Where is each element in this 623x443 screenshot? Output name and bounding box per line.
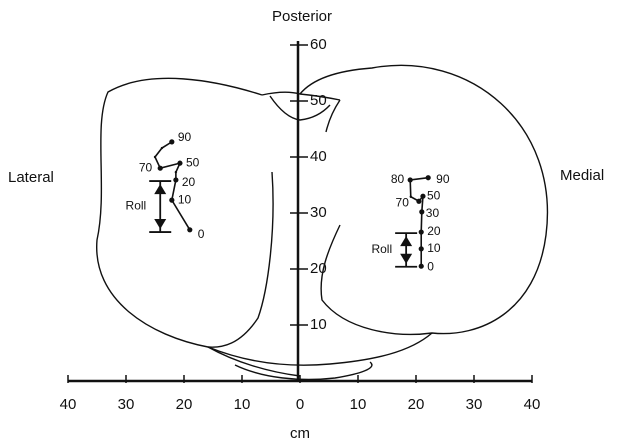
central-notch-outline [261, 91, 341, 133]
y-tick-label: 40 [310, 148, 327, 165]
medial-inner-outline [207, 171, 274, 348]
y-tick-label: 50 [310, 92, 327, 109]
flexion-label: 90 [436, 172, 450, 186]
x-tick-label: 40 [524, 396, 541, 413]
flexion-label: 10 [178, 192, 192, 206]
contact-point [169, 197, 175, 203]
contact-point [169, 139, 175, 145]
x-tick-label: 40 [60, 396, 77, 413]
y-tick-label: 20 [310, 260, 327, 277]
flexion-label: 70 [139, 160, 153, 174]
contact-point [157, 165, 163, 171]
contact-point [187, 227, 193, 233]
contact-point [419, 209, 425, 215]
contact-point [177, 160, 183, 166]
flexion-label: 10 [427, 241, 441, 255]
contact-point [407, 177, 413, 183]
contact-point [418, 246, 424, 252]
x-tick-label: 10 [234, 396, 251, 413]
flexion-label: 50 [186, 155, 200, 169]
flexion-label: 20 [427, 224, 441, 238]
contact-point [416, 198, 422, 204]
contact-point [153, 155, 157, 159]
roll-label: Roll [126, 199, 147, 213]
contact-point [160, 146, 164, 150]
contact-point [425, 175, 431, 181]
roll-arrow [149, 180, 172, 233]
medial-plateau-outline [299, 64, 549, 336]
flexion-label: 30 [426, 206, 440, 220]
y-tick-label: 60 [310, 36, 327, 53]
flexion-label: 0 [427, 259, 434, 273]
x-tick-label: 20 [176, 396, 193, 413]
flexion-label: 0 [198, 227, 205, 241]
roll-arrow [395, 232, 418, 268]
x-tick-label: 10 [350, 396, 367, 413]
x-tick-label: 20 [408, 396, 425, 413]
contact-point [409, 195, 412, 198]
flexion-label: 20 [182, 175, 196, 189]
posterior-label: Posterior [272, 8, 332, 25]
contact-point [174, 170, 178, 174]
x-tick-label: 0 [296, 396, 304, 413]
contact-point [418, 263, 424, 269]
contact-point [173, 177, 179, 183]
anterior-outline [207, 332, 433, 381]
x-tick-label: 30 [118, 396, 135, 413]
y-tick-label: 30 [310, 204, 327, 221]
lateral-plateau-outline [96, 77, 301, 377]
contact-point [420, 193, 426, 199]
medial-label: Medial [560, 167, 604, 184]
lateral-label: Lateral [8, 169, 54, 186]
roll-label: Roll [371, 242, 392, 256]
y-tick-label: 10 [310, 316, 327, 333]
flexion-label: 50 [427, 188, 441, 202]
flexion-label: 90 [178, 130, 192, 144]
x-axis-label: cm [290, 425, 310, 442]
x-tick-label: 30 [466, 396, 483, 413]
flexion-label: 80 [391, 172, 405, 186]
contact-point [418, 229, 424, 235]
contact-path [409, 176, 429, 267]
flexion-label: 70 [396, 195, 410, 209]
